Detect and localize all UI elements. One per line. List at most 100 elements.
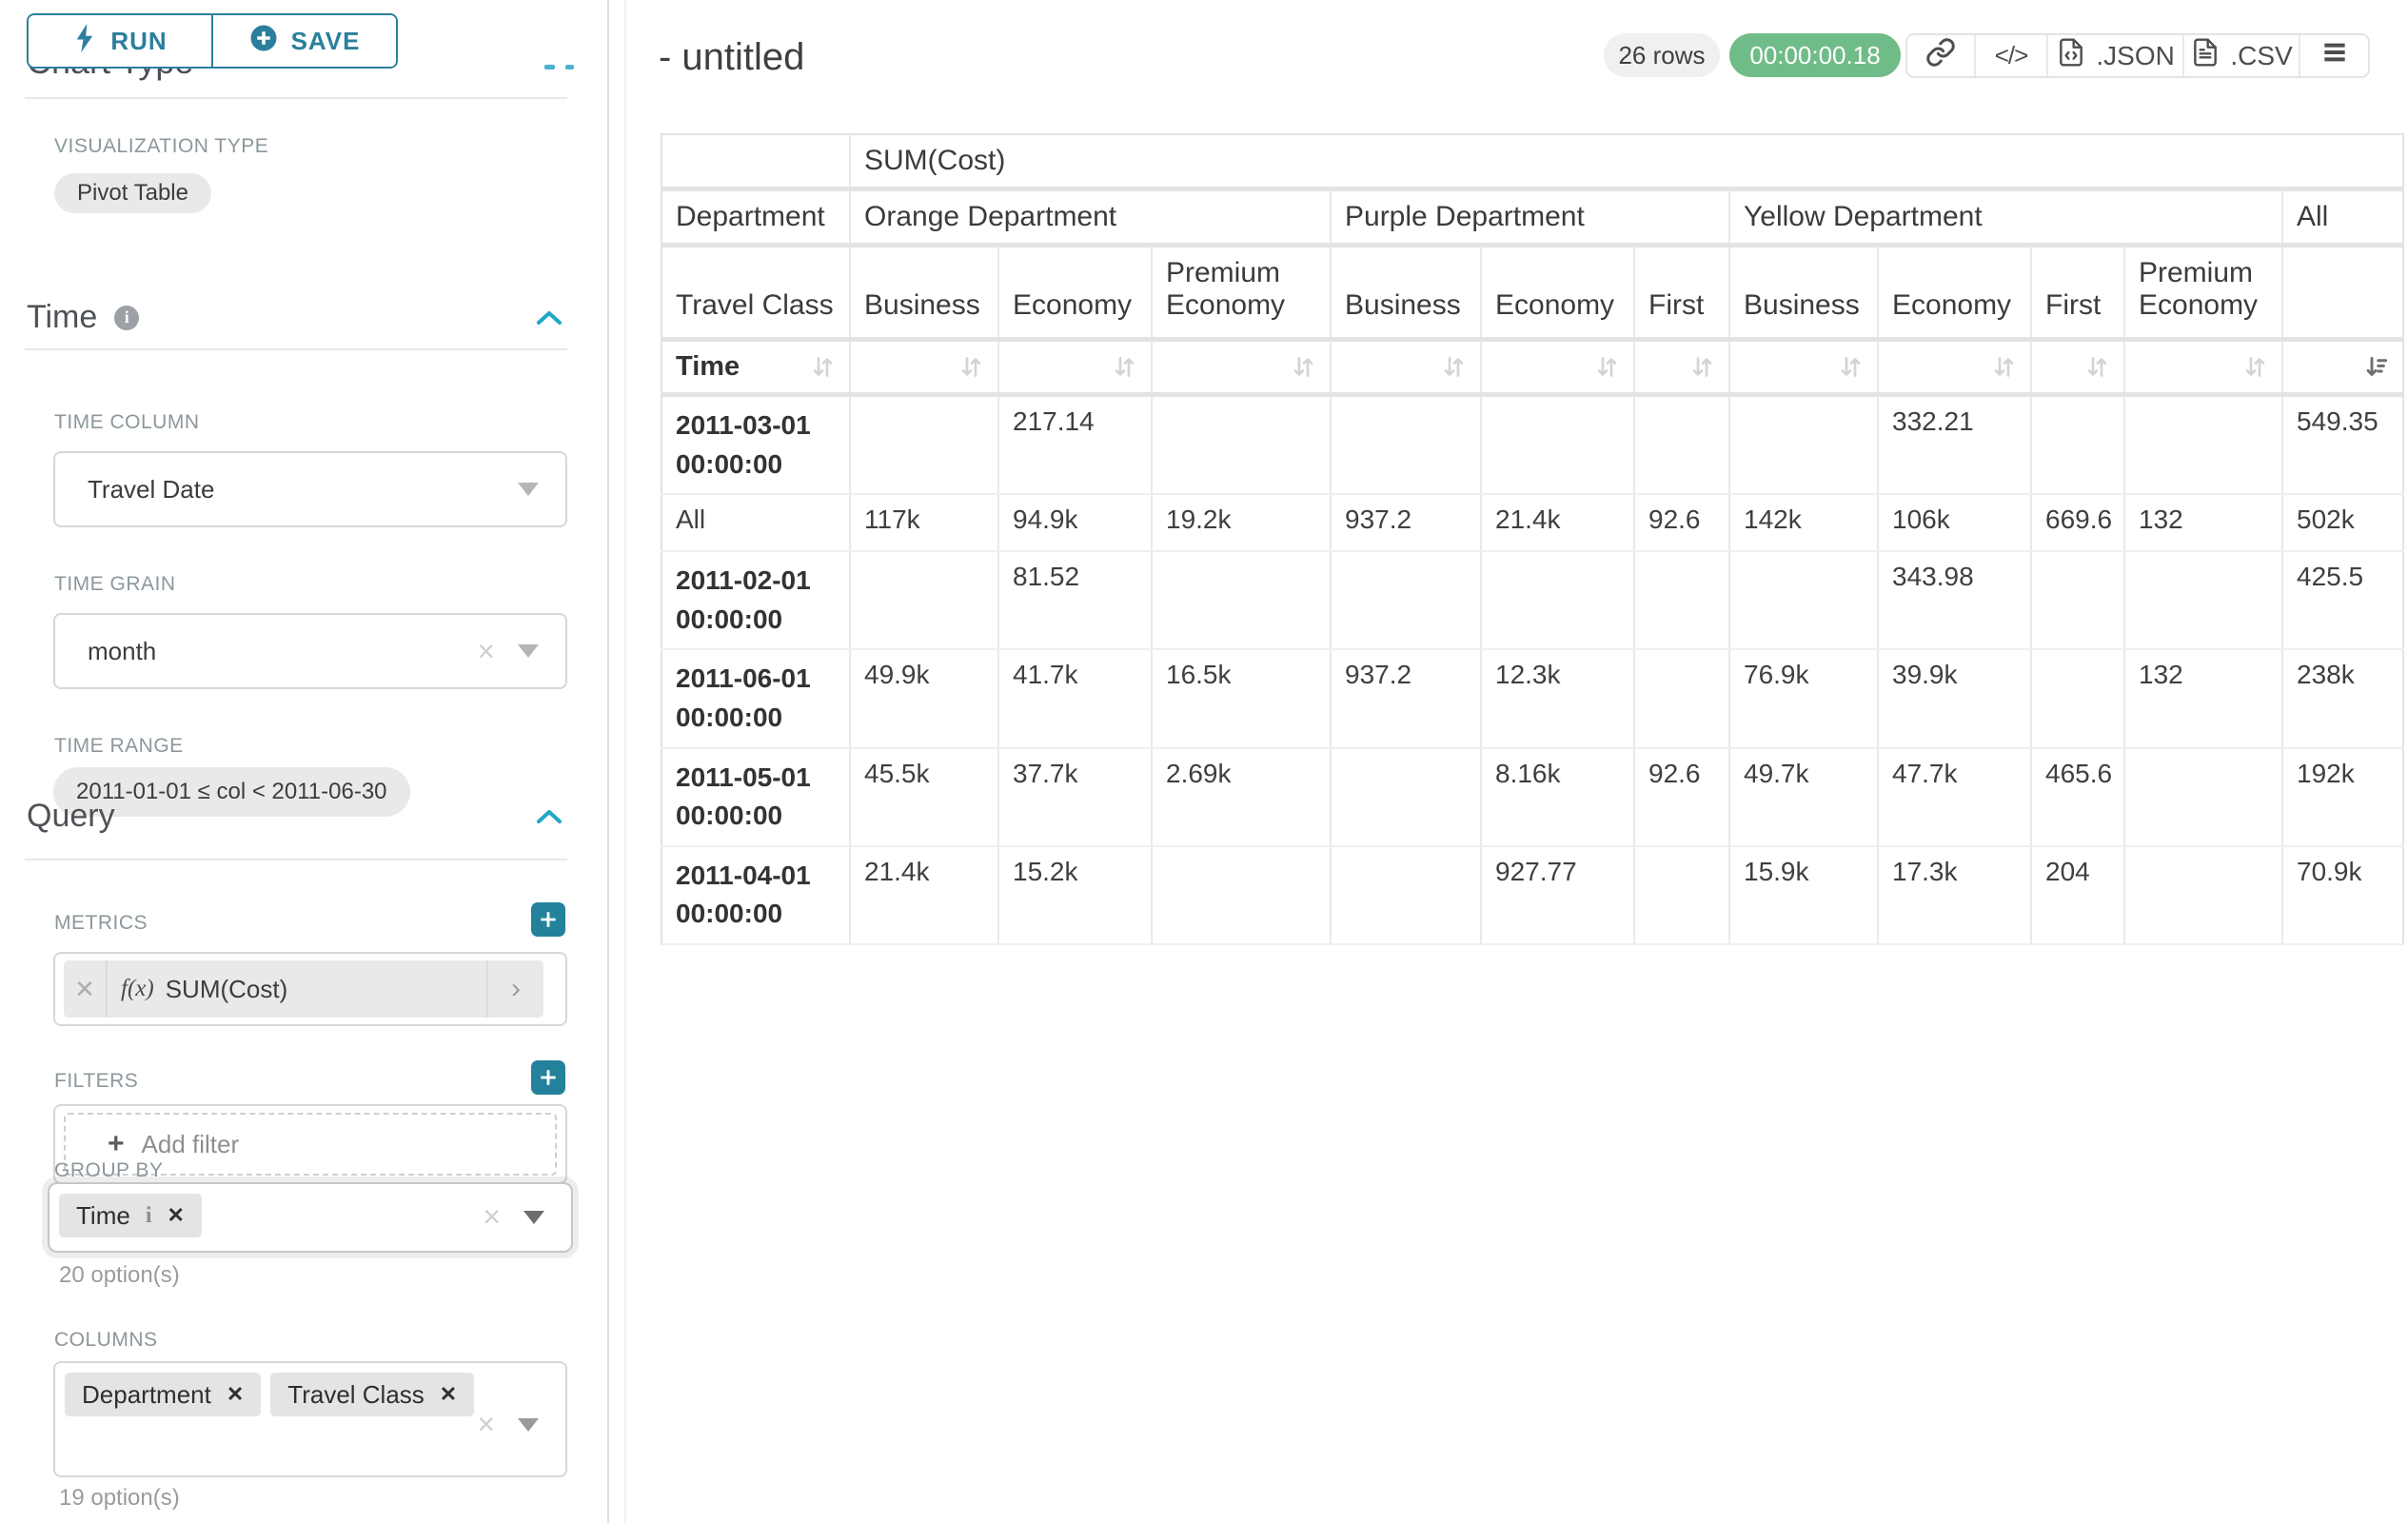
sort-cell[interactable]: Time: [661, 339, 851, 397]
time-column-select[interactable]: Travel Date: [53, 451, 567, 527]
value-cell: 132: [2124, 494, 2283, 553]
sort-cell[interactable]: [2282, 339, 2404, 397]
value-cell: 45.5k: [850, 747, 999, 847]
sort-icon[interactable]: [1291, 354, 1316, 380]
remove-chip-icon[interactable]: ✕: [439, 1382, 458, 1406]
row-count-badge: 26 rows: [1604, 33, 1720, 77]
export-json-button[interactable]: .JSON: [2046, 35, 2181, 76]
run-save-button-group: RUN SAVE: [27, 13, 398, 69]
column-group-header: Purple Department: [1331, 188, 1730, 247]
columns-chip[interactable]: Travel Class ✕: [270, 1373, 475, 1416]
chevron-down-icon[interactable]: [518, 1418, 539, 1432]
pivot-table: SUM(Cost) Department Orange Department Purp…: [661, 133, 2405, 945]
row-dimension2-header: Travel Class: [661, 245, 851, 342]
chart-area: - untitled 26 rows 00:00:00.18 </> .JSON: [624, 0, 2408, 1523]
clear-icon[interactable]: ×: [477, 634, 495, 668]
clear-icon[interactable]: ×: [477, 1407, 495, 1441]
row-label-cell: 2011-06-01 00:00:00: [661, 649, 851, 749]
value-cell: 425.5: [2282, 551, 2404, 651]
run-button[interactable]: RUN: [29, 15, 211, 67]
chart-title[interactable]: - untitled: [659, 36, 805, 78]
column-subheader: Premium Economy: [2124, 245, 2283, 342]
add-filter-plus-button[interactable]: [531, 1060, 565, 1095]
group-by-select[interactable]: Time i ✕ ×: [48, 1182, 573, 1253]
info-icon[interactable]: i: [114, 305, 140, 330]
sort-cell[interactable]: [1152, 339, 1332, 397]
sort-cell[interactable]: [2031, 339, 2125, 397]
column-subheader: Business: [850, 245, 999, 342]
sort-icon[interactable]: [1112, 354, 1137, 380]
value-cell: [2124, 845, 2283, 945]
collapse-chevron-icon[interactable]: [535, 807, 563, 826]
chevron-down-icon[interactable]: [523, 1211, 544, 1224]
chip-label: Travel Class: [287, 1379, 424, 1409]
sort-icon[interactable]: [1689, 354, 1715, 380]
value-cell: [850, 394, 999, 496]
sort-icon[interactable]: [958, 354, 984, 380]
value-cell: [1331, 845, 1482, 945]
time-column-label: TIME COLUMN: [54, 411, 200, 433]
time-axis-label: Time: [676, 351, 740, 382]
visualization-type-pill[interactable]: Pivot Table: [54, 173, 211, 213]
value-cell: 238k: [2282, 649, 2404, 749]
copy-link-button[interactable]: [1907, 35, 1974, 76]
value-cell: 92.6: [1634, 747, 1730, 847]
sort-icon[interactable]: [810, 354, 836, 380]
sort-icon[interactable]: [1594, 354, 1620, 380]
columns-chip[interactable]: Department ✕: [65, 1373, 262, 1416]
value-cell: 117k: [850, 494, 999, 553]
add-metric-button[interactable]: [531, 902, 565, 937]
sort-icon[interactable]: [2084, 354, 2110, 380]
sort-cell[interactable]: [1878, 339, 2032, 397]
metrics-label: METRICS: [54, 912, 148, 934]
panel-resize-gutter[interactable]: [611, 0, 624, 1523]
time-range-pill[interactable]: 2011-01-01 ≤ col < 2011-06-30: [53, 767, 410, 817]
value-cell: 142k: [1729, 494, 1879, 553]
time-grain-value: month: [88, 636, 157, 665]
remove-metric-icon[interactable]: ✕: [64, 960, 108, 1018]
clipped-icon-dot: [544, 65, 555, 69]
info-icon[interactable]: i: [145, 1202, 152, 1228]
sort-cell[interactable]: [998, 339, 1153, 397]
remove-chip-icon[interactable]: ✕: [167, 1203, 185, 1227]
columns-select[interactable]: Department ✕ Travel Class ✕ ×: [53, 1361, 567, 1477]
time-grain-select[interactable]: month ×: [53, 613, 567, 689]
sort-cell[interactable]: [1481, 339, 1635, 397]
sort-icon[interactable]: [1441, 354, 1467, 380]
column-subheader: Economy: [998, 245, 1153, 342]
value-cell: 94.9k: [998, 494, 1153, 553]
column-subheader: Business: [1729, 245, 1879, 342]
group-by-chip[interactable]: Time i ✕: [59, 1194, 202, 1237]
column-subheader: First: [1634, 245, 1730, 342]
collapse-chevron-icon[interactable]: [535, 308, 563, 327]
value-cell: 16.5k: [1152, 649, 1332, 749]
add-filter-button[interactable]: + Add filter: [64, 1113, 557, 1176]
remove-chip-icon[interactable]: ✕: [226, 1382, 245, 1406]
sort-cell[interactable]: [1634, 339, 1730, 397]
value-cell: 465.6: [2031, 747, 2125, 847]
group-by-options-hint: 20 option(s): [59, 1262, 180, 1288]
clear-icon[interactable]: ×: [483, 1199, 501, 1234]
sort-icon[interactable]: [2242, 354, 2268, 380]
sort-icon[interactable]: [1991, 354, 2017, 380]
value-cell: [1729, 394, 1879, 496]
sort-cell[interactable]: [1331, 339, 1482, 397]
save-button[interactable]: SAVE: [211, 15, 396, 67]
sort-descending-icon[interactable]: [2363, 354, 2389, 380]
value-cell: [1152, 394, 1332, 496]
sort-cell[interactable]: [850, 339, 999, 397]
metric-item[interactable]: ✕ f(x) SUM(Cost) ›: [64, 960, 543, 1018]
chevron-right-icon[interactable]: ›: [486, 960, 543, 1018]
menu-button[interactable]: [2299, 35, 2368, 76]
sort-cell[interactable]: [1729, 339, 1879, 397]
sort-cell[interactable]: [2124, 339, 2283, 397]
view-query-button[interactable]: </>: [1973, 35, 2047, 76]
value-cell: [1729, 551, 1879, 651]
divider: [25, 859, 567, 860]
sort-icon[interactable]: [1838, 354, 1864, 380]
export-csv-button[interactable]: .CSV: [2181, 35, 2299, 76]
value-cell: [1634, 649, 1730, 749]
value-cell: [2124, 551, 2283, 651]
value-cell: 8.16k: [1481, 747, 1635, 847]
